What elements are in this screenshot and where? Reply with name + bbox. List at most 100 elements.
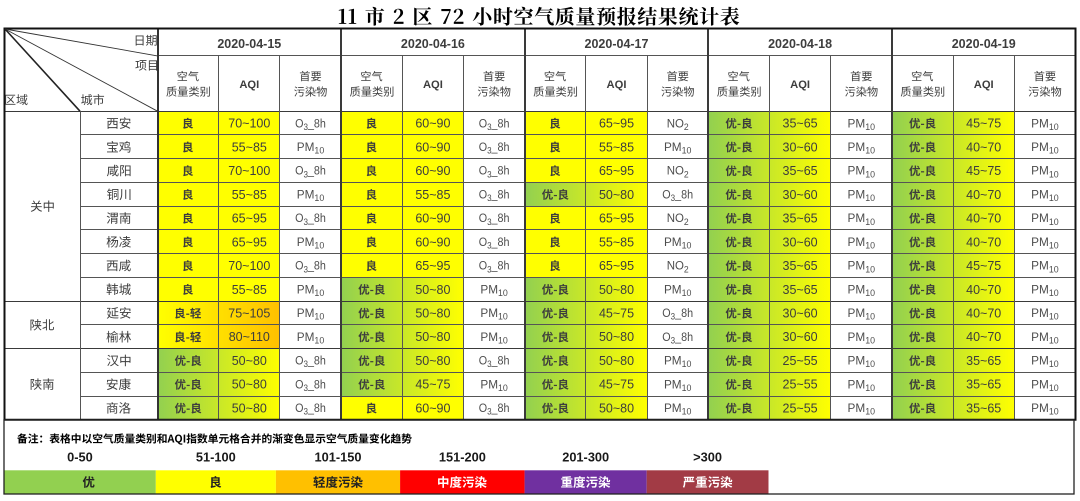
svg-text:25~55: 25~55 <box>783 401 818 415</box>
svg-text:AQI: AQI <box>790 79 810 91</box>
svg-text:60~90: 60~90 <box>415 117 450 131</box>
svg-text:50~80: 50~80 <box>599 354 634 368</box>
svg-text:40~70: 40~70 <box>966 307 1001 321</box>
svg-text:O3_8h: O3_8h <box>295 116 326 132</box>
svg-text:60~90: 60~90 <box>415 140 450 154</box>
svg-text:50~80: 50~80 <box>415 354 450 368</box>
svg-text:55~85: 55~85 <box>232 140 267 154</box>
svg-text:60~90: 60~90 <box>415 164 450 178</box>
svg-text:45~75: 45~75 <box>966 164 1001 178</box>
svg-text:O3_8h: O3_8h <box>295 211 326 227</box>
svg-text:70~100: 70~100 <box>228 117 270 131</box>
svg-text:40~70: 40~70 <box>966 140 1001 154</box>
svg-text:>300: >300 <box>693 449 722 464</box>
svg-text:55~85: 55~85 <box>232 188 267 202</box>
svg-text:55~85: 55~85 <box>599 140 634 154</box>
svg-text:AQI: AQI <box>974 79 994 91</box>
svg-text:45~75: 45~75 <box>599 378 634 392</box>
svg-text:40~70: 40~70 <box>966 188 1001 202</box>
svg-text:2020-04-17: 2020-04-17 <box>585 37 649 51</box>
svg-text:45~75: 45~75 <box>599 307 634 321</box>
svg-text:30~60: 30~60 <box>783 188 818 202</box>
svg-text:151-200: 151-200 <box>439 449 486 464</box>
svg-text:2020-04-15: 2020-04-15 <box>217 37 281 51</box>
svg-text:65~95: 65~95 <box>599 117 634 131</box>
svg-text:35~65: 35~65 <box>966 378 1001 392</box>
svg-text:NO2: NO2 <box>667 116 689 132</box>
svg-text:65~95: 65~95 <box>599 259 634 273</box>
svg-text:60~90: 60~90 <box>415 401 450 415</box>
svg-text:O3_8h: O3_8h <box>295 354 326 370</box>
svg-text:40~70: 40~70 <box>966 283 1001 297</box>
svg-text:30~60: 30~60 <box>783 235 818 249</box>
svg-text:65~95: 65~95 <box>232 235 267 249</box>
svg-text:50~80: 50~80 <box>415 283 450 297</box>
svg-text:O3_8h: O3_8h <box>479 140 510 156</box>
svg-text:O3_8h: O3_8h <box>295 377 326 393</box>
svg-text:50~80: 50~80 <box>415 307 450 321</box>
svg-text:O3_8h: O3_8h <box>479 354 510 370</box>
svg-text:35~65: 35~65 <box>966 401 1001 415</box>
svg-text:AQI: AQI <box>423 79 443 91</box>
svg-text:65~95: 65~95 <box>599 164 634 178</box>
svg-text:50~80: 50~80 <box>599 401 634 415</box>
svg-text:O3_8h: O3_8h <box>479 188 510 204</box>
svg-text:35~65: 35~65 <box>783 283 818 297</box>
svg-text:60~90: 60~90 <box>415 212 450 226</box>
svg-text:2020-04-18: 2020-04-18 <box>768 37 832 51</box>
svg-text:40~70: 40~70 <box>966 330 1001 344</box>
svg-text:25~55: 25~55 <box>783 354 818 368</box>
svg-text:45~75: 45~75 <box>966 259 1001 273</box>
svg-text:101-150: 101-150 <box>315 449 362 464</box>
svg-text:30~60: 30~60 <box>783 140 818 154</box>
svg-text:65~95: 65~95 <box>415 259 450 273</box>
svg-text:30~60: 30~60 <box>783 307 818 321</box>
svg-text:2020-04-19: 2020-04-19 <box>952 37 1016 51</box>
svg-text:35~65: 35~65 <box>783 212 818 226</box>
svg-text:65~95: 65~95 <box>599 212 634 226</box>
svg-text:45~75: 45~75 <box>966 117 1001 131</box>
svg-text:AQI: AQI <box>239 79 259 91</box>
svg-text:O3_8h: O3_8h <box>479 235 510 251</box>
svg-text:55~85: 55~85 <box>599 235 634 249</box>
svg-text:O3_8h: O3_8h <box>479 211 510 227</box>
svg-text:40~70: 40~70 <box>966 235 1001 249</box>
svg-text:70~100: 70~100 <box>228 164 270 178</box>
svg-text:NO2: NO2 <box>667 164 689 180</box>
svg-text:80~110: 80~110 <box>229 330 270 344</box>
svg-text:O3_8h: O3_8h <box>479 401 510 417</box>
svg-text:50~80: 50~80 <box>232 354 267 368</box>
svg-text:35~65: 35~65 <box>783 164 818 178</box>
svg-text:O3_8h: O3_8h <box>479 164 510 180</box>
svg-text:O3_8h: O3_8h <box>662 330 693 346</box>
svg-text:70~100: 70~100 <box>228 259 270 273</box>
svg-text:O3_8h: O3_8h <box>662 306 693 322</box>
svg-text:51-100: 51-100 <box>196 449 236 464</box>
svg-text:55~85: 55~85 <box>415 188 450 202</box>
svg-text:O3_8h: O3_8h <box>662 188 693 204</box>
svg-text:201-300: 201-300 <box>562 449 609 464</box>
svg-text:35~65: 35~65 <box>783 117 818 131</box>
svg-text:O3_8h: O3_8h <box>479 116 510 132</box>
svg-text:60~90: 60~90 <box>415 235 450 249</box>
svg-text:25~55: 25~55 <box>783 378 818 392</box>
svg-text:O3_8h: O3_8h <box>295 401 326 417</box>
svg-text:0-50: 0-50 <box>67 449 93 464</box>
svg-text:75~105: 75~105 <box>228 307 270 321</box>
svg-text:30~60: 30~60 <box>783 330 818 344</box>
svg-text:40~70: 40~70 <box>966 212 1001 226</box>
svg-text:50~80: 50~80 <box>232 401 267 415</box>
svg-text:65~95: 65~95 <box>232 212 267 226</box>
svg-text:2020-04-16: 2020-04-16 <box>401 37 465 51</box>
svg-text:50~80: 50~80 <box>415 330 450 344</box>
svg-text:35~65: 35~65 <box>966 354 1001 368</box>
svg-text:50~80: 50~80 <box>599 330 634 344</box>
svg-text:35~65: 35~65 <box>783 259 818 273</box>
svg-text:O3_8h: O3_8h <box>295 259 326 275</box>
svg-text:O3_8h: O3_8h <box>479 259 510 275</box>
svg-text:50~80: 50~80 <box>599 283 634 297</box>
svg-text:NO2: NO2 <box>667 211 689 227</box>
svg-text:50~80: 50~80 <box>232 378 267 392</box>
svg-text:50~80: 50~80 <box>599 188 634 202</box>
svg-text:45~75: 45~75 <box>415 378 450 392</box>
